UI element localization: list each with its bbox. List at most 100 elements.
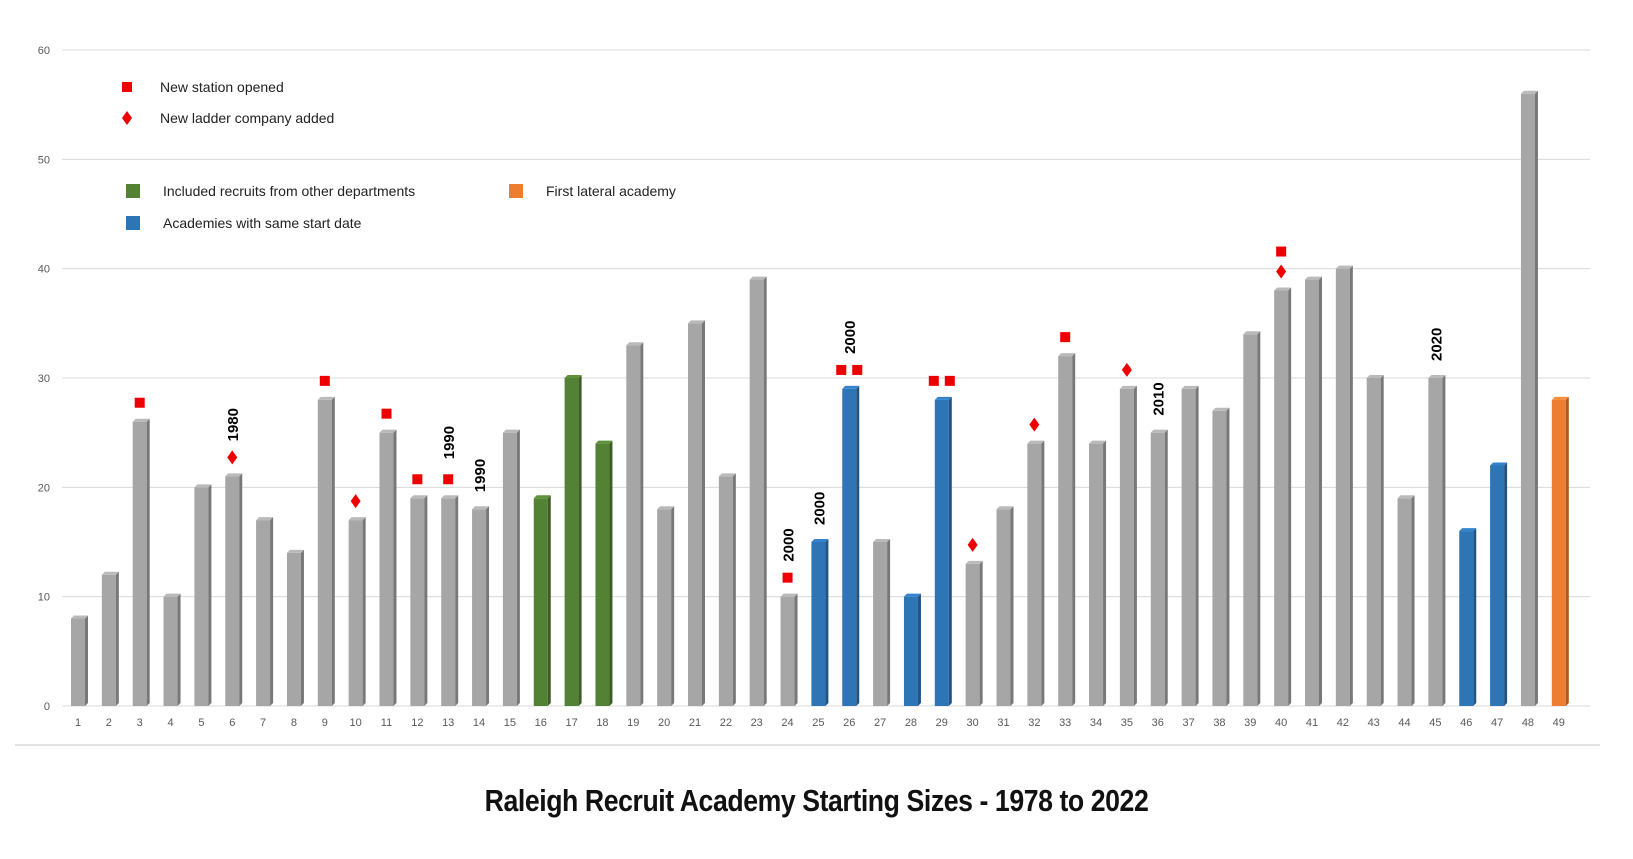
bar-front bbox=[996, 509, 1011, 706]
station-marker bbox=[443, 474, 454, 485]
station-marker bbox=[928, 375, 939, 386]
bar-front bbox=[1428, 378, 1443, 706]
bar-top bbox=[934, 396, 952, 400]
bar bbox=[1366, 375, 1384, 706]
y-axis: 0 10 20 30 40 50 60 bbox=[38, 45, 50, 713]
bar-top bbox=[533, 495, 551, 499]
x-tick-label: 5 bbox=[198, 717, 204, 729]
bar-top bbox=[1428, 375, 1446, 378]
bar-top bbox=[101, 571, 119, 575]
bar-side bbox=[732, 473, 736, 706]
bar-front bbox=[903, 596, 918, 706]
bar-top bbox=[780, 593, 798, 597]
bar-side bbox=[547, 495, 551, 706]
bar-top bbox=[1212, 407, 1230, 411]
bar-side bbox=[1504, 462, 1508, 706]
bar-side bbox=[1319, 276, 1322, 706]
bar bbox=[379, 429, 397, 706]
bar-front bbox=[379, 432, 394, 706]
x-tick-label: 10 bbox=[350, 717, 362, 729]
bar-top bbox=[996, 506, 1014, 510]
bar-top bbox=[1181, 385, 1199, 389]
x-tick-label: 19 bbox=[627, 717, 639, 729]
ladder-marker bbox=[1029, 417, 1040, 432]
station-marker bbox=[1060, 332, 1071, 343]
bar bbox=[1181, 385, 1199, 706]
x-tick-label: 40 bbox=[1275, 717, 1287, 729]
bar-top bbox=[1243, 331, 1261, 335]
bar bbox=[1058, 353, 1076, 706]
x-tick-label: 6 bbox=[229, 717, 235, 729]
bar-side bbox=[300, 549, 304, 706]
x-tick-label: 17 bbox=[565, 717, 577, 729]
bar bbox=[317, 396, 335, 706]
bar bbox=[842, 385, 860, 706]
bar-side bbox=[1133, 385, 1137, 706]
bar-top bbox=[194, 484, 212, 488]
bar-front bbox=[749, 279, 764, 706]
bar bbox=[1305, 276, 1322, 706]
bar-top bbox=[1027, 440, 1045, 444]
x-tick-label: 32 bbox=[1028, 717, 1040, 729]
bar-front bbox=[1274, 290, 1289, 706]
bar-side bbox=[887, 539, 891, 706]
bar-top bbox=[379, 429, 397, 433]
bar bbox=[626, 342, 644, 706]
x-tick-label: 20 bbox=[658, 717, 670, 729]
bar bbox=[348, 517, 366, 706]
bar-front bbox=[780, 596, 795, 706]
year-label: 1980 bbox=[225, 408, 242, 441]
legend-label: Included recruits from other departments bbox=[163, 183, 415, 199]
bar-side bbox=[825, 539, 829, 706]
bar-side bbox=[146, 418, 150, 706]
bar bbox=[595, 440, 613, 706]
bar-top bbox=[1305, 276, 1322, 280]
station-marker bbox=[134, 397, 145, 408]
station-marker bbox=[782, 572, 793, 583]
bar-top bbox=[873, 539, 891, 542]
bar-front bbox=[1397, 498, 1412, 706]
x-tick-label: 12 bbox=[411, 717, 423, 729]
ladder-marker bbox=[227, 450, 238, 465]
bar-front bbox=[472, 509, 487, 706]
bar-top bbox=[1089, 440, 1107, 444]
bar-top bbox=[903, 593, 921, 597]
bar-side bbox=[1195, 385, 1199, 706]
bar-top bbox=[286, 549, 304, 553]
x-tick-label: 8 bbox=[291, 717, 297, 729]
x-tick-label: 27 bbox=[874, 717, 886, 729]
bar-top bbox=[410, 495, 428, 499]
x-tick-label: 1 bbox=[75, 717, 81, 729]
bar bbox=[1551, 396, 1569, 706]
bar bbox=[256, 517, 274, 706]
bar bbox=[657, 506, 675, 706]
y-tick-label: 0 bbox=[44, 701, 50, 713]
bar-front bbox=[1150, 432, 1165, 706]
bar-front bbox=[101, 574, 116, 706]
ladder-marker bbox=[350, 494, 361, 509]
bar bbox=[1243, 331, 1261, 706]
y-tick-label: 20 bbox=[38, 482, 50, 494]
event-markers bbox=[134, 246, 1287, 583]
x-tick-label: 29 bbox=[936, 717, 948, 729]
bar-side bbox=[1072, 353, 1076, 706]
bar-side bbox=[702, 320, 705, 706]
x-tick-label: 31 bbox=[997, 717, 1009, 729]
bar-front bbox=[1551, 399, 1566, 706]
bar-front bbox=[842, 388, 857, 706]
x-tick-label: 25 bbox=[812, 717, 824, 729]
bar bbox=[163, 593, 181, 706]
bar-top bbox=[965, 560, 983, 564]
bar bbox=[1428, 375, 1446, 706]
bar bbox=[441, 495, 459, 706]
bar-top bbox=[256, 517, 274, 521]
bar bbox=[1212, 407, 1230, 706]
x-tick-label: 46 bbox=[1460, 717, 1472, 729]
legend-swatch bbox=[509, 184, 523, 198]
x-tick-label: 41 bbox=[1306, 717, 1318, 729]
bar-top bbox=[1335, 265, 1353, 269]
station-marker bbox=[319, 375, 330, 386]
bar bbox=[132, 418, 150, 706]
x-tick-label: 45 bbox=[1429, 717, 1441, 729]
bar-side bbox=[1565, 396, 1569, 706]
